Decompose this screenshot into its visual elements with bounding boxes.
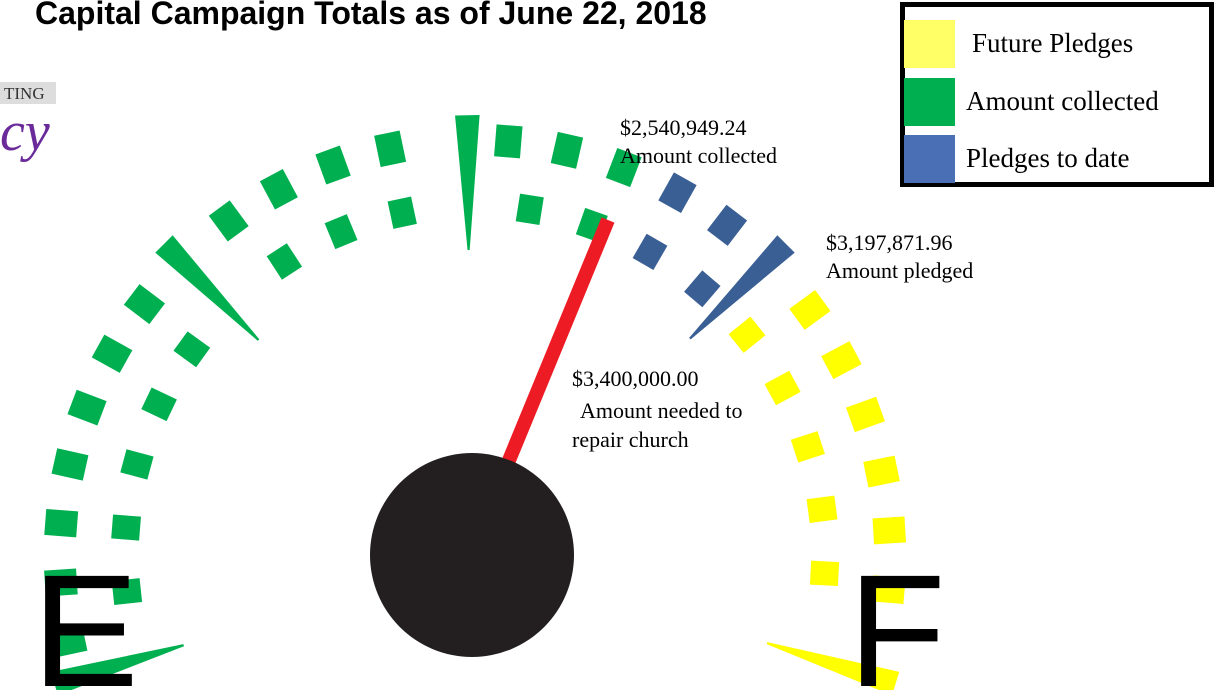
annotation: $3,197,871.96 (826, 230, 953, 255)
gauge-segment (516, 194, 544, 225)
gauge-segment (315, 146, 350, 185)
legend-label: Amount collected (966, 86, 1159, 116)
gauge-segment (325, 214, 358, 249)
gauge-segment (374, 130, 406, 167)
gauge-segment (111, 514, 141, 540)
legend-swatch (904, 20, 955, 68)
gauge-segment (791, 431, 825, 462)
gauge-segment (821, 341, 861, 379)
gauge-segment (729, 317, 766, 353)
gauge-segment (658, 172, 696, 213)
gauge-segment (684, 270, 720, 307)
annotation: $2,540,949.24 (620, 115, 747, 140)
annotation: $3,400,000.00 (572, 366, 699, 391)
legend: Future Pledges Amount collected Pledges to… (904, 20, 1159, 183)
legend-swatch (904, 135, 955, 183)
hub (370, 453, 574, 657)
gauge-segment (173, 331, 210, 367)
gauge-segment (388, 196, 417, 228)
logo-text: cy (0, 101, 50, 163)
gauge-segment (44, 509, 78, 537)
infographic: Capital Campaign Totals as of June 22, 2… (0, 0, 1217, 690)
legend-label: Future Pledges (972, 28, 1133, 58)
gauge-segment (551, 132, 583, 169)
empty-label: E (32, 541, 139, 690)
gauge-segment (141, 387, 177, 421)
title: Capital Campaign Totals as of June 22, 2… (35, 0, 707, 31)
gauge-segment (92, 335, 133, 373)
gauge-segment (863, 456, 900, 488)
gauge-segment (707, 205, 747, 246)
gauge-segment (209, 200, 249, 241)
gauge-major-tick (455, 115, 480, 250)
gauge-segment (846, 397, 885, 432)
annotation: Amount pledged (826, 258, 973, 283)
gauge-segment (52, 448, 89, 480)
page: Capital Campaign Totals as of June 22, 2… (0, 0, 1217, 690)
gauge-segment (120, 449, 153, 479)
annotation: Amount needed to (580, 398, 743, 423)
gauge-segment (807, 496, 838, 523)
annotation: Amount collected (620, 143, 777, 168)
legend-label: Pledges to date (966, 143, 1129, 173)
gauge-segment (124, 284, 165, 324)
gauge-segment (67, 390, 106, 426)
full-label: F (848, 541, 946, 690)
gauge-segment (633, 234, 668, 270)
gauge-segment (494, 124, 522, 158)
gauge-major-tick (155, 235, 259, 341)
legend-swatch (904, 78, 955, 126)
gauge-segment (789, 290, 830, 330)
gauge-segment (267, 243, 302, 280)
annotation: repair church (572, 427, 689, 452)
gauge-segment (260, 169, 298, 209)
gauge-segment (810, 561, 839, 586)
gauge-segment (765, 371, 801, 405)
